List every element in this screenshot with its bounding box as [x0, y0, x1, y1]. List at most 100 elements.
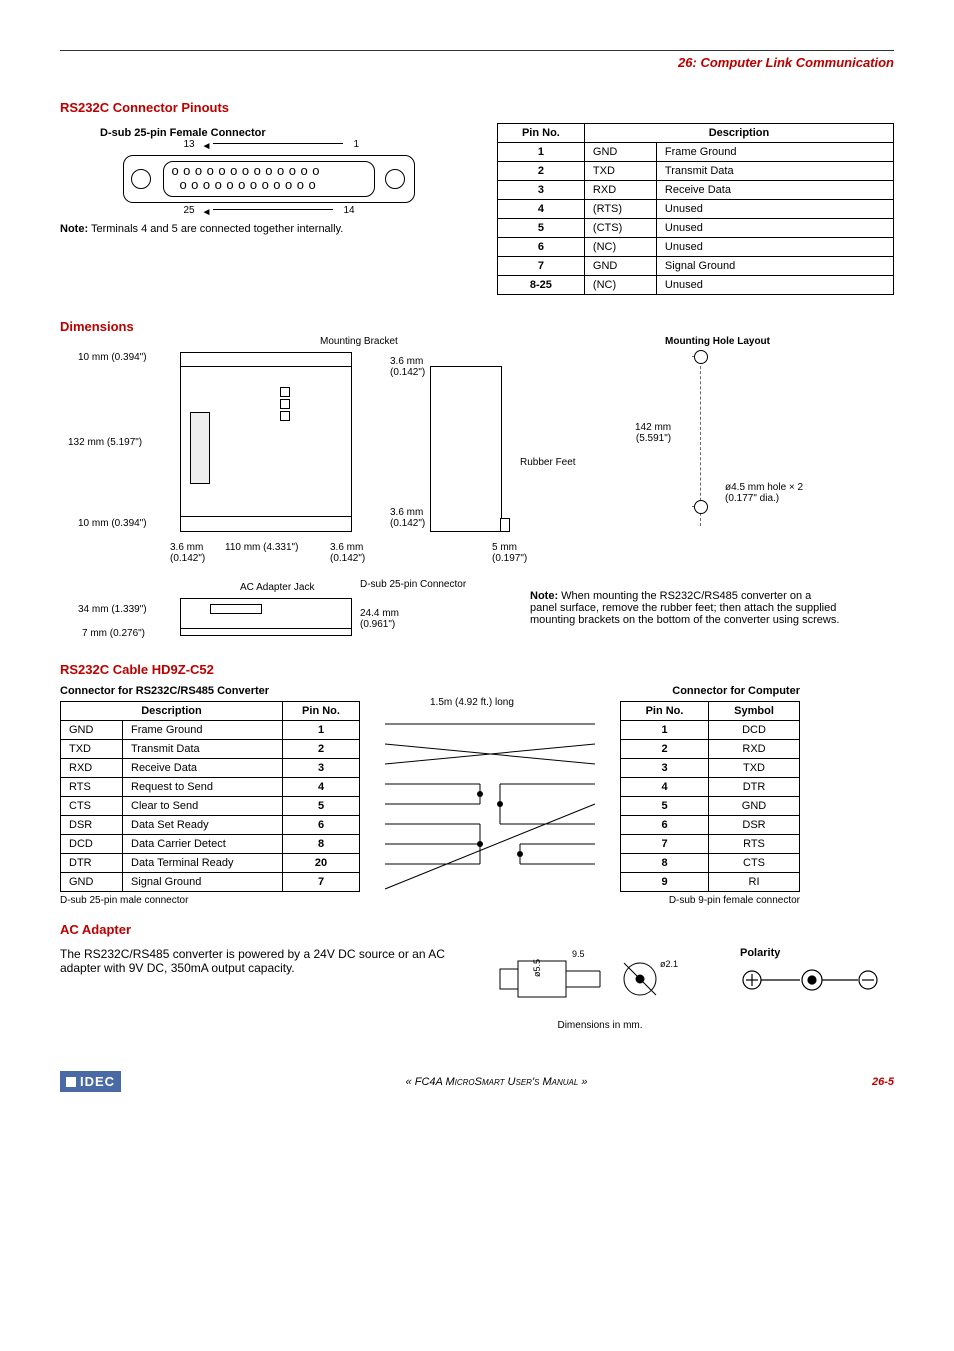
table-cell: 4: [497, 200, 584, 219]
section-cable: RS232C Cable HD9Z-C52: [60, 662, 894, 677]
table-cell: Clear to Send: [123, 797, 283, 816]
table-cell: (NC): [584, 238, 656, 257]
table-cell: 5: [283, 797, 360, 816]
table-cell: 5: [497, 219, 584, 238]
table-cell: RXD: [61, 759, 123, 778]
table-cell: RXD: [584, 181, 656, 200]
table-cell: GND: [61, 873, 123, 892]
page-footer: IDEC « FC4A MicroSmart User's Manual » 2…: [60, 1071, 894, 1092]
table-cell: 9: [621, 873, 709, 892]
table-cell: 1: [497, 143, 584, 162]
pin-label-1: 1: [353, 139, 359, 150]
table-cell: Signal Ground: [123, 873, 283, 892]
table-cell: GND: [61, 721, 123, 740]
section-dimensions: Dimensions: [60, 319, 894, 334]
table-cell: 1: [283, 721, 360, 740]
cable-right-table: Pin No. Symbol 1 DCD2 RXD3 TXD4 DTR5 GND…: [620, 701, 800, 892]
chapter-name: Computer Link Communication: [700, 55, 894, 70]
section-ac: AC Adapter: [60, 922, 894, 937]
polarity-diagram: Polarity: [740, 947, 880, 998]
table-cell: 4: [621, 778, 709, 797]
table-cell: Transmit Data: [123, 740, 283, 759]
table-cell: 5: [621, 797, 709, 816]
table-cell: RTS: [709, 835, 800, 854]
table-cell: 3: [497, 181, 584, 200]
table-cell: RTS: [61, 778, 123, 797]
table-cell: 6: [497, 238, 584, 257]
dsub-heading: D-sub 25-pin Female Connector: [100, 127, 477, 139]
table-cell: DSR: [61, 816, 123, 835]
table-cell: TXD: [584, 162, 656, 181]
chapter-title: 26: Computer Link Communication: [60, 55, 894, 70]
idec-logo: IDEC: [60, 1071, 121, 1092]
table-cell: Receive Data: [123, 759, 283, 778]
table-cell: Unused: [656, 200, 893, 219]
table-cell: GND: [584, 143, 656, 162]
table-cell: 3: [621, 759, 709, 778]
svg-text:ø2.1: ø2.1: [660, 959, 678, 969]
table-cell: CTS: [61, 797, 123, 816]
cable-left-caption: Connector for RS232C/RS485 Converter: [60, 685, 360, 697]
table-cell: DTR: [709, 778, 800, 797]
table-cell: Data Set Ready: [123, 816, 283, 835]
table-cell: DCD: [709, 721, 800, 740]
cable-left-table: Description Pin No. GND Frame Ground 1TX…: [60, 701, 360, 892]
table-cell: Unused: [656, 238, 893, 257]
pinout-note: Note: Terminals 4 and 5 are connected to…: [60, 223, 477, 235]
cable-right-footnote: D-sub 9-pin female connector: [620, 895, 800, 906]
table-cell: 6: [621, 816, 709, 835]
th-pinno: Pin No.: [497, 124, 584, 143]
svg-text:9.5: 9.5: [572, 949, 585, 959]
footer-page: 26-5: [872, 1076, 894, 1088]
pin-label-14: 14: [343, 205, 354, 216]
table-cell: RI: [709, 873, 800, 892]
table-cell: DTR: [61, 854, 123, 873]
table-cell: 20: [283, 854, 360, 873]
table-cell: 7: [497, 257, 584, 276]
table-cell: Signal Ground: [656, 257, 893, 276]
pin-label-25: 25: [183, 205, 194, 216]
table-cell: Receive Data: [656, 181, 893, 200]
table-cell: Transmit Data: [656, 162, 893, 181]
cable-right-caption: Connector for Computer: [620, 685, 800, 697]
svg-text:ø5.5: ø5.5: [532, 959, 542, 977]
table-cell: (RTS): [584, 200, 656, 219]
ac-text: The RS232C/RS485 converter is powered by…: [60, 947, 460, 975]
table-cell: 8: [621, 854, 709, 873]
table-cell: (NC): [584, 276, 656, 295]
table-cell: Data Carrier Detect: [123, 835, 283, 854]
table-cell: GND: [584, 257, 656, 276]
table-cell: (CTS): [584, 219, 656, 238]
table-cell: 3: [283, 759, 360, 778]
table-cell: 6: [283, 816, 360, 835]
table-cell: 2: [621, 740, 709, 759]
dimensions-diagram: Mounting Bracket 10 mm (0.394") 132 mm (…: [60, 342, 894, 642]
cable-left-footnote: D-sub 25-pin male connector: [60, 895, 360, 906]
table-cell: 7: [621, 835, 709, 854]
pinout-table: Pin No. Description 1 GND Frame Ground2 …: [497, 123, 894, 295]
table-cell: CTS: [709, 854, 800, 873]
table-cell: RXD: [709, 740, 800, 759]
mounting-note: Note: When mounting the RS232C/RS485 con…: [530, 590, 840, 626]
table-cell: GND: [709, 797, 800, 816]
footer-manual: « FC4A MicroSmart User's Manual »: [406, 1076, 588, 1088]
dsub25-connector-diagram: 13 ◄ 1 ooooooooooooo oooooooooooo 25 ◄ 1…: [123, 145, 413, 215]
table-cell: DCD: [61, 835, 123, 854]
table-cell: 8-25: [497, 276, 584, 295]
table-cell: 2: [497, 162, 584, 181]
cable-wiring-diagram: 1.5m (4.92 ft.) long: [380, 709, 600, 899]
table-cell: TXD: [709, 759, 800, 778]
table-cell: 2: [283, 740, 360, 759]
table-cell: DSR: [709, 816, 800, 835]
table-cell: Unused: [656, 219, 893, 238]
chapter-num: 26:: [678, 55, 697, 70]
table-cell: Frame Ground: [123, 721, 283, 740]
table-cell: TXD: [61, 740, 123, 759]
table-cell: Request to Send: [123, 778, 283, 797]
section-pinouts: RS232C Connector Pinouts: [60, 100, 894, 115]
table-cell: 1: [621, 721, 709, 740]
pin-label-13: 13: [183, 139, 194, 150]
table-cell: Unused: [656, 276, 893, 295]
table-cell: Data Terminal Ready: [123, 854, 283, 873]
th-desc: Description: [584, 124, 893, 143]
